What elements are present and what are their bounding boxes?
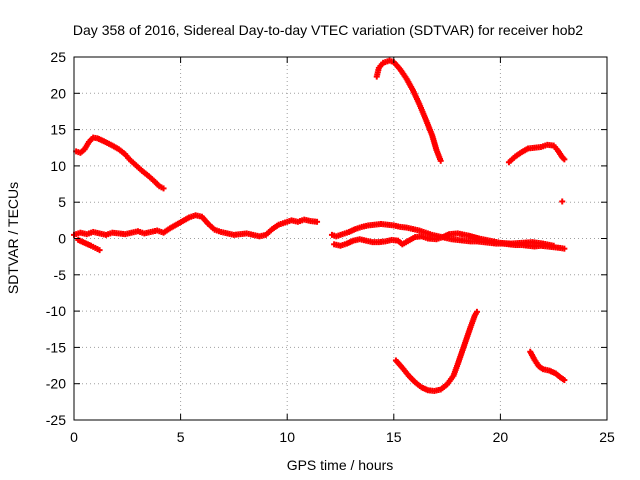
plot-frame <box>73 56 608 421</box>
y-tick-label: -10 <box>46 303 66 319</box>
y-tick-label: 20 <box>50 85 66 101</box>
y-tick-label: 0 <box>58 231 66 247</box>
y-tick-label: -20 <box>46 376 66 392</box>
y-tick-label: -25 <box>46 412 66 428</box>
x-tick-label: 10 <box>279 429 295 445</box>
x-tick-label: 25 <box>599 429 615 445</box>
data-point <box>473 308 480 315</box>
x-tick-label: 5 <box>177 429 185 445</box>
x-tick-label: 20 <box>493 429 509 445</box>
tick-layer: 0 5 10 15 20 25 -25 -20 -15 -10 -5 0 5 10 15 20 25 <box>46 49 615 445</box>
data-point <box>550 242 557 249</box>
data-point <box>96 247 103 254</box>
data-point <box>160 185 167 192</box>
data-point <box>559 198 566 205</box>
x-tick-label: 0 <box>70 429 78 445</box>
data-point <box>314 218 321 225</box>
grid-layer <box>74 57 607 420</box>
y-tick-label: 15 <box>50 122 66 138</box>
y-tick-label: -15 <box>46 339 66 355</box>
x-tick-label: 15 <box>386 429 402 445</box>
x-axis-label: GPS time / hours <box>287 457 394 473</box>
chart-title: Day 358 of 2016, Sidereal Day-to-day VTE… <box>73 22 583 38</box>
y-axis-label: SDTVAR / TECUs <box>5 182 21 294</box>
y-tick-label: 5 <box>58 194 66 210</box>
y-tick-label: -5 <box>54 267 67 283</box>
data-point <box>437 157 444 164</box>
y-tick-label: 25 <box>50 49 66 65</box>
data-point <box>561 245 568 252</box>
data-layer <box>71 57 568 394</box>
data-point <box>561 156 568 163</box>
y-tick-label: 10 <box>50 158 66 174</box>
data-point <box>561 377 568 384</box>
